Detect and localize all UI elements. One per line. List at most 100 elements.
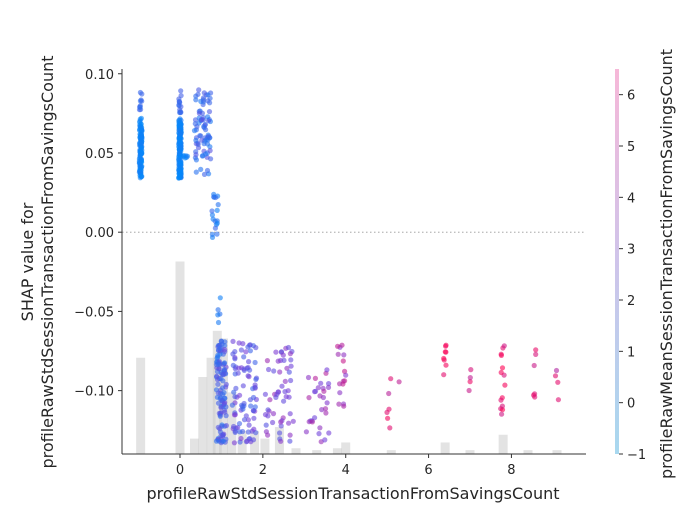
scatter-point (265, 432, 271, 438)
scatter-point (221, 360, 228, 366)
scatter-point (214, 207, 220, 213)
scatter-point (337, 390, 343, 396)
scatter-point (335, 343, 341, 349)
histogram-bar (341, 442, 351, 454)
y-tick-label: 0.00 (85, 226, 114, 241)
scatter-point (251, 426, 257, 432)
scatter-point (209, 231, 215, 237)
scatter-point (236, 421, 243, 427)
scatter-point (243, 349, 249, 355)
scatter-point (270, 419, 276, 426)
scatter-point (466, 387, 472, 394)
y-tick-label: −0.05 (74, 305, 114, 320)
scatter-point (217, 295, 223, 301)
scatter-point (252, 359, 258, 366)
scatter-point (287, 411, 293, 417)
scatter-point (326, 430, 332, 436)
scatter-point (499, 365, 506, 371)
scatter-point (336, 401, 342, 407)
scatter-point (286, 369, 292, 375)
histogram-bar (136, 357, 146, 454)
scatter-point (467, 375, 473, 381)
histogram-bar (440, 442, 450, 454)
scatter-point (209, 212, 215, 218)
scatter-point (253, 345, 259, 351)
scatter-point (282, 389, 288, 395)
scatter-point (241, 403, 247, 409)
scatter-point (385, 415, 391, 421)
scatter-point (195, 91, 201, 97)
scatter-point (284, 365, 290, 371)
scatter-point (337, 381, 343, 387)
scatter-point (282, 378, 288, 384)
scatter-point (201, 90, 207, 96)
scatter-point (201, 124, 207, 130)
scatter-point (138, 121, 144, 127)
histogram-bar (206, 357, 216, 454)
scatter-point (315, 385, 321, 391)
scatter-point (262, 391, 268, 397)
scatter-point (243, 413, 249, 419)
scatter-point (303, 429, 309, 435)
scatter-point (288, 363, 294, 369)
scatter-point (343, 372, 349, 378)
scatter-point (317, 425, 323, 431)
scatter-point (217, 413, 223, 419)
scatter-point (287, 351, 293, 357)
y-axis-ticks: 0.10 0.05 0.00 −0.05 −0.10 (74, 68, 122, 400)
colorbar-ticks: 6 5 4 3 2 1 0 −1 (619, 89, 646, 463)
scatter-point (387, 425, 393, 431)
scatter-point (230, 338, 236, 344)
scatter-point (319, 407, 325, 413)
scatter-point (215, 381, 221, 387)
scatter-point (137, 89, 143, 96)
x-tick-label: 8 (507, 463, 515, 478)
scatter-point (278, 419, 284, 425)
scatter-point (396, 379, 402, 385)
scatter-point (208, 156, 214, 162)
x-axis-ticks: 0 2 4 6 8 (176, 454, 516, 478)
scatter-point (280, 352, 286, 358)
scatter-point (215, 312, 221, 318)
y-axis-label-line-1: SHAP value for (18, 202, 37, 321)
x-tick-label: 4 (342, 463, 350, 478)
y-tick-label: 0.05 (85, 147, 114, 162)
scatter-point (246, 422, 252, 428)
scatter-point (219, 391, 226, 397)
y-axis-label-line-2: profileRawStdSessionTransactionFromSavin… (38, 55, 57, 468)
scatter-point (215, 307, 221, 313)
scatter-point (214, 231, 220, 237)
scatter-point (279, 383, 285, 389)
scatter-point (555, 379, 561, 385)
scatter-point (317, 393, 323, 399)
scatter-point (248, 403, 254, 409)
scatter-point (498, 369, 504, 376)
scatter-point (217, 345, 223, 351)
scatter-point (273, 349, 279, 355)
scatter-point (274, 391, 280, 397)
scatter-point (198, 133, 204, 139)
scatter-point (264, 358, 270, 364)
scatter-point (178, 165, 184, 171)
scatter-point (231, 440, 237, 446)
scatter-point (191, 128, 198, 134)
scatter-point (199, 153, 205, 159)
colorbar (615, 69, 619, 454)
scatter-point (263, 422, 269, 428)
x-axis-label: profileRawStdSessionTransactionFromSavin… (146, 484, 559, 503)
histogram-bar (190, 438, 199, 454)
histogram-bar (332, 448, 342, 454)
scatter-point (288, 377, 294, 384)
scatter-point (207, 135, 213, 141)
scatter-point (201, 171, 208, 177)
scatter-point (230, 351, 236, 357)
scatter-point (195, 141, 201, 147)
scatter-point (178, 88, 184, 94)
scatter-point (215, 202, 221, 208)
scatter-point (247, 367, 253, 373)
histogram-bar (250, 430, 260, 454)
scatter-point (341, 403, 347, 409)
scatter-point (335, 351, 341, 357)
scatter-point (216, 366, 222, 372)
scatter-point (247, 348, 253, 354)
